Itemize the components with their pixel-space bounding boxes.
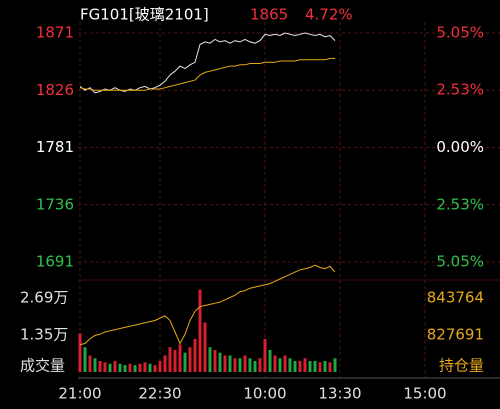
price-line [79,57,335,91]
volume-bar [218,352,222,372]
volume-bar [178,344,182,372]
price-line [79,32,336,94]
oi-tick-label: 827691 [427,326,484,344]
y-tick-label: 1691 [36,253,74,271]
volume-bar [173,349,177,372]
volume-bar [333,358,337,372]
volume-bar [188,347,192,372]
volume-bar [138,363,142,372]
volume-bar [203,322,207,372]
y2-tick-label: 0.00% [436,138,484,156]
change: 4.72% [305,6,353,24]
volume-bar [148,363,152,372]
volume-bar [98,360,102,372]
volume-bar [88,355,92,372]
oi-tick-label: 843764 [427,289,484,307]
volume-bar [273,355,277,372]
volume-bar [228,355,232,372]
oi-label: 持仓量 [439,357,484,375]
volume-bar [268,349,272,372]
volume-bar [293,360,297,372]
last-price: 1865 [250,6,288,24]
y2-tick-label: 2.53% [436,81,484,99]
volume-bar [238,358,242,372]
volume-bar [223,355,227,372]
y-tick-label: 1736 [36,195,74,213]
oi-line [79,264,336,346]
x-tick-label: 21:00 [58,385,101,403]
volume-bar [183,352,187,372]
y2-tick-label: 2.53% [436,195,484,213]
y-tick-label: 1871 [36,24,74,42]
volume-bar [118,363,122,372]
volume-bar [253,360,257,372]
volume-bar [158,360,162,372]
x-tick-label: 22:30 [138,385,181,403]
volume-bar [323,360,327,372]
volume-bar [153,365,157,372]
volume-bar [133,365,137,372]
x-tick-label: 15:00 [403,385,446,403]
volume-bar [263,338,267,372]
y2-tick-label: 5.05% [436,253,484,271]
volume-bar [308,360,312,372]
volume-bar [93,358,97,372]
volume-bar [248,358,252,372]
volume-bar [78,333,82,372]
volume-bar [313,360,317,372]
volume-bar [143,362,147,372]
volume-bar [298,360,302,372]
volume-bar [243,355,247,372]
volume-bar [288,358,292,372]
y-tick-label: 1781 [36,138,74,156]
volume-bar [233,358,237,372]
volume-bar [258,358,262,372]
volume-bar [168,347,172,372]
volume-bar [163,355,167,372]
chart-title: FG101[玻璃2101] [80,6,209,24]
volume-bar [113,360,117,372]
volume-tick-label: 2.69万 [20,289,68,307]
y-tick-label: 1826 [36,81,74,99]
x-tick-label: 10:00 [243,385,286,403]
volume-bar [108,363,112,372]
volume-bar [328,362,332,372]
volume-bar [283,355,287,372]
volume-bar [193,338,197,372]
volume-bar [303,358,307,372]
volume-bar [278,358,282,372]
volume-tick-label: 1.35万 [20,325,68,343]
volume-bar [128,363,132,372]
x-tick-label: 13:30 [318,385,361,403]
y2-tick-label: 5.05% [436,24,484,42]
volume-bar [208,347,212,372]
volume-label: 成交量 [20,357,65,375]
volume-bar [213,349,217,372]
volume-bar [198,289,202,372]
volume-bar [103,362,107,372]
volume-bar [318,362,322,372]
volume-bar [123,365,127,372]
volume-bar [83,347,87,372]
